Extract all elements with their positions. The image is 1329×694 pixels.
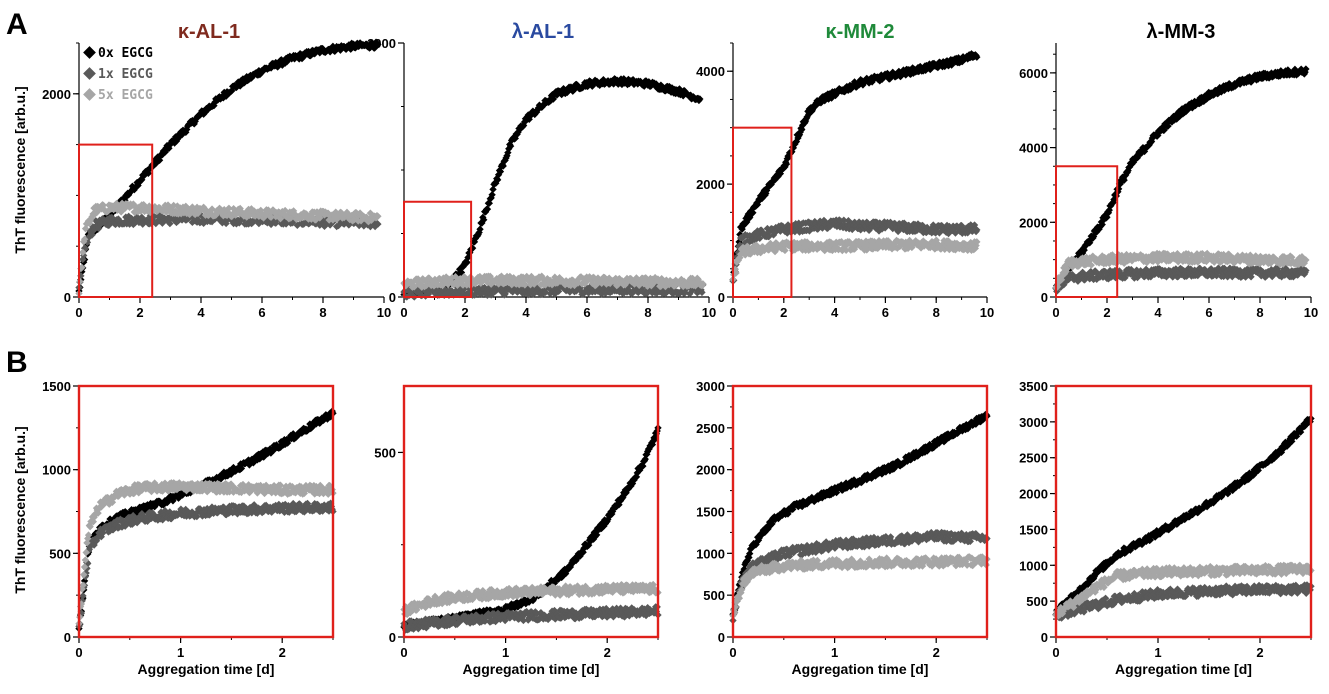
x-tick-label-a2: 4: [522, 305, 530, 320]
x-tick-label-a4: 6: [1205, 305, 1212, 320]
y-tick-label-a3: 2000: [696, 177, 725, 192]
point-5x-a1: [79, 248, 87, 256]
x-tick-label-a4: 8: [1256, 305, 1263, 320]
x-tick-label-a4: 0: [1052, 305, 1059, 320]
x-tick-label-a1: 8: [319, 305, 326, 320]
x-tick-label-a2: 10: [702, 305, 716, 320]
plot-l-al-1-full: 0 2000 0 2 4 6 8 10: [367, 36, 716, 320]
title-l-mm-3: λ-MM-3: [1147, 21, 1216, 43]
x-tick-label-a1: 2: [136, 305, 143, 320]
point-0x-a2: [483, 205, 492, 213]
x-tick-label-a3: 4: [831, 305, 839, 320]
zoom-box-a3: [732, 126, 793, 298]
x-tick-label-a2: 6: [583, 305, 590, 320]
plot-l-mm-3-full: 0 2000 4000 6000 0 2 4 6 8 10: [1019, 43, 1318, 320]
title-l-al-1: λ-AL-1: [512, 21, 574, 43]
point-0x-a2: [489, 185, 497, 194]
x-tick-label-a3: 2: [780, 305, 787, 320]
x-tick-label-a4: 2: [1103, 305, 1110, 320]
x-tick-label-a1: 0: [75, 305, 82, 320]
plot-k-mm-2-full: 0 2000 4000 0 2 4 6 8 10: [696, 42, 994, 320]
y-tick-label-a2: 2000: [367, 36, 396, 51]
panel-letter-b: B: [6, 346, 28, 379]
point-0x-a2: [480, 216, 488, 224]
y-tick-label-b1: 1500: [42, 379, 71, 394]
x-tick-label-a3: 8: [933, 305, 940, 320]
panel-letter-a: A: [6, 8, 28, 41]
point-0x-a2: [488, 191, 496, 199]
x-tick-label-a2: 0: [400, 305, 407, 320]
point-5x-a1: [80, 235, 89, 243]
x-tick-label-a1: 4: [197, 305, 205, 320]
x-tick-label-b1: 2: [279, 645, 286, 660]
y-tick-label-b1: 500: [49, 546, 71, 561]
plot-k-al-1-full: 0 2000 0 2 4 6 8 10: [42, 38, 391, 320]
plot-k-al-1-zoom: 0 500 1000 1500 0 1 2 Aggregation time [d]: [42, 379, 337, 677]
zoom-box-a1: [78, 143, 154, 298]
y-tick-label-a4: 4000: [1019, 141, 1048, 156]
x-tick-label-a3: 6: [882, 305, 889, 320]
x-tick-label-a2: 2: [461, 305, 468, 320]
x-tick-label-a3: 0: [729, 305, 736, 320]
x-tick-label-a4: 4: [1154, 305, 1162, 320]
x-tick-label-b1: 1: [177, 645, 184, 660]
x-axis-title-b1: Aggregation time [d]: [138, 661, 275, 677]
x-tick-label-a1: 6: [258, 305, 265, 320]
point-5x-a1: [374, 212, 382, 220]
y-tick-label-a4: 6000: [1019, 66, 1048, 81]
row-b-ylabel: ThT fluorescence [arb.u.]: [12, 426, 28, 593]
point-0x-a1: [374, 40, 382, 49]
point-0x-a2: [493, 176, 502, 184]
y-tick-label-b1: 0: [64, 630, 71, 645]
y-tick-label-a1: 0: [64, 290, 71, 305]
y-tick-label-a4: 0: [1041, 290, 1048, 305]
x-tick-label-a3: 10: [980, 305, 994, 320]
y-tick-label-b1: 1000: [42, 463, 71, 478]
y-tick-label-a2: 0: [389, 290, 396, 305]
title-k-al-1: κ-AL-1: [178, 21, 240, 43]
x-tick-label-a4: 10: [1304, 305, 1318, 320]
y-tick-label-a4: 2000: [1019, 215, 1048, 230]
x-tick-label-a2: 8: [644, 305, 651, 320]
title-k-mm-2: κ-MM-2: [826, 21, 895, 43]
point-0x-a2: [463, 258, 471, 267]
x-tick-label-a1: 10: [377, 305, 391, 320]
y-tick-label-a3: 0: [718, 290, 725, 305]
row-a-ylabel: ThT fluorescence [arb.u.]: [12, 86, 28, 253]
x-tick-label-b1: 0: [75, 645, 82, 660]
y-tick-label-a1: 2000: [42, 87, 71, 102]
y-tick-label-a3: 4000: [696, 64, 725, 79]
